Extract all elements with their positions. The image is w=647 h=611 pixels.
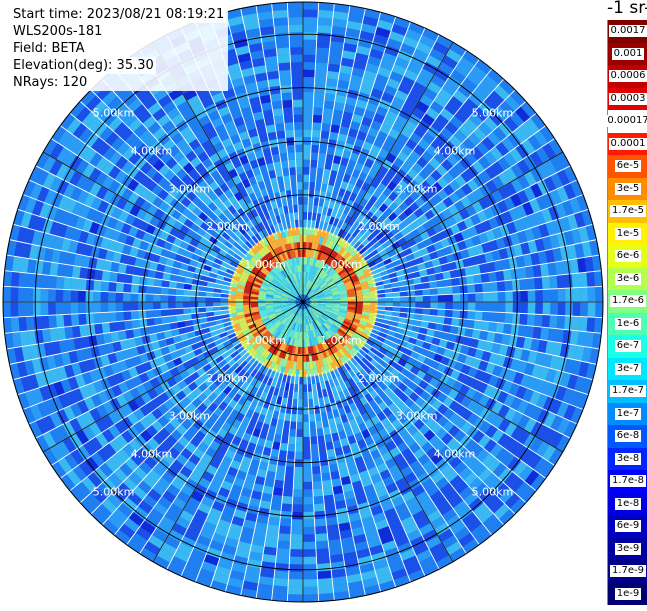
- range-ring-label: 4.00km: [131, 448, 173, 461]
- ppi-plot: 1.00km 1.00km 1.00km 1.00km 2.00km 2.00km 2.00…: [0, 0, 607, 607]
- range-ring-label: 4.00km: [131, 144, 173, 157]
- colorbar-tick-label: 6e-6: [615, 250, 642, 262]
- colorbar-segment: 6e-5: [608, 155, 647, 178]
- colorbar-tick-label: 1.7e-7: [610, 385, 646, 397]
- range-ring-label: 4.00km: [434, 448, 476, 461]
- colorbar-tick-label: 1e-9: [615, 588, 642, 600]
- colorbar-segment: 6e-6: [608, 245, 647, 268]
- colorbar-tick-label: 6e-9: [615, 520, 642, 532]
- colorbar-unit: -1 sr-1: [607, 0, 647, 18]
- colorbar-tick-label: 3e-6: [615, 273, 642, 285]
- range-ring-label: 3.00km: [169, 182, 211, 195]
- range-ring-label: 2.00km: [358, 372, 400, 385]
- colorbar-segment: 0.0003: [608, 88, 647, 111]
- range-ring-label: 5.00km: [93, 107, 135, 120]
- colorbar-tick-label: 6e-5: [615, 160, 642, 172]
- colorbar-tick-label: 1.7e-8: [610, 475, 646, 487]
- colorbar-segment: 1.7e-5: [608, 200, 647, 223]
- colorbar-segment: 0.0006: [608, 65, 647, 88]
- range-ring-label: 2.00km: [206, 372, 248, 385]
- lidar-ppi-scope: 1.00km 1.00km 1.00km 1.00km 2.00km 2.00km 2.00…: [0, 0, 607, 607]
- colorbar-segment: 0.0017: [608, 20, 647, 43]
- colorbar-tick-label: 1e-5: [615, 228, 642, 240]
- colorbar-segment: 3e-9: [608, 538, 647, 561]
- range-ring-label: 3.00km: [396, 182, 438, 195]
- range-ring-label: 4.00km: [434, 144, 476, 157]
- range-ring-label: 1.00km: [244, 258, 286, 271]
- colorbar-segment: 1.7e-8: [608, 470, 647, 493]
- colorbar: 0.0017 0.001 0.0006 0.0003 0.00017 0.0001 6e-5…: [607, 20, 647, 605]
- ray-lines: [3, 2, 603, 602]
- colorbar-segment: 0.00017: [608, 110, 647, 133]
- elevation-label: Elevation(deg): 35.30: [12, 57, 156, 74]
- range-ring-label: 1.00km: [320, 334, 362, 347]
- colorbar-segment: 3e-6: [608, 268, 647, 291]
- colorbar-tick-label: 1.7e-6: [610, 295, 646, 307]
- colorbar-segment: 6e-9: [608, 515, 647, 538]
- colorbar-segment: 1e-9: [608, 583, 647, 606]
- colorbar-segment: 0.001: [608, 43, 647, 66]
- colorbar-segment: 0.0001: [608, 133, 647, 156]
- range-ring-label: 1.00km: [244, 334, 286, 347]
- range-ring-label: 2.00km: [206, 220, 248, 233]
- scan-info-panel: Start time: 2023/08/21 08:19:21 WLS200s-…: [11, 6, 228, 91]
- range-ring-label: 3.00km: [396, 410, 438, 423]
- colorbar-segment: 3e-7: [608, 358, 647, 381]
- colorbar-segment: 3e-5: [608, 178, 647, 201]
- colorbar-tick-label: 0.0001: [609, 138, 647, 150]
- colorbar-tick-label: 0.0006: [609, 70, 647, 82]
- colorbar-tick-label: 1e-6: [615, 318, 642, 330]
- colorbar-tick-label: 3e-8: [615, 453, 642, 465]
- colorbar-segment: 1e-5: [608, 223, 647, 246]
- colorbar-segment: 1e-7: [608, 403, 647, 426]
- colorbar-tick-label: 3e-5: [615, 183, 642, 195]
- colorbar-segment: 1e-6: [608, 313, 647, 336]
- colorbar-tick-label: 0.0003: [609, 93, 647, 105]
- colorbar-tick-label: 1e-8: [615, 498, 642, 510]
- colorbar-tick-label: 3e-9: [615, 543, 642, 555]
- colorbar-segment: 1e-8: [608, 493, 647, 516]
- device-label: WLS200s-181: [12, 23, 104, 40]
- colorbar-segment: 6e-8: [608, 425, 647, 448]
- colorbar-segment: 3e-8: [608, 448, 647, 471]
- nrays-label: NRays: 120: [12, 74, 89, 91]
- range-ring-label: 3.00km: [169, 410, 211, 423]
- colorbar-tick-label: 1e-7: [615, 408, 642, 420]
- field-label: Field: BETA: [12, 40, 86, 57]
- start-time-label: Start time: 2023/08/21 08:19:21: [12, 6, 226, 23]
- colorbar-segment: 1.7e-6: [608, 290, 647, 313]
- range-ring-label: 5.00km: [472, 485, 514, 498]
- colorbar-segment: 1.7e-7: [608, 380, 647, 403]
- colorbar-tick-label: 6e-8: [615, 430, 642, 442]
- colorbar-tick-label: 0.00017: [605, 115, 647, 127]
- colorbar-tick-label: 0.001: [612, 48, 645, 60]
- range-ring-label: 5.00km: [472, 107, 514, 120]
- colorbar-tick-label: 0.0017: [609, 25, 647, 37]
- range-ring-label: 2.00km: [358, 220, 400, 233]
- colorbar-segment: 6e-7: [608, 335, 647, 358]
- colorbar-tick-label: 6e-7: [615, 340, 642, 352]
- colorbar-segment: 1.7e-9: [608, 560, 647, 583]
- range-ring-label: 5.00km: [93, 485, 135, 498]
- colorbar-tick-label: 3e-7: [615, 363, 642, 375]
- range-ring-label: 1.00km: [320, 258, 362, 271]
- colorbar-tick-label: 1.7e-5: [610, 205, 646, 217]
- colorbar-tick-label: 1.7e-9: [610, 565, 646, 577]
